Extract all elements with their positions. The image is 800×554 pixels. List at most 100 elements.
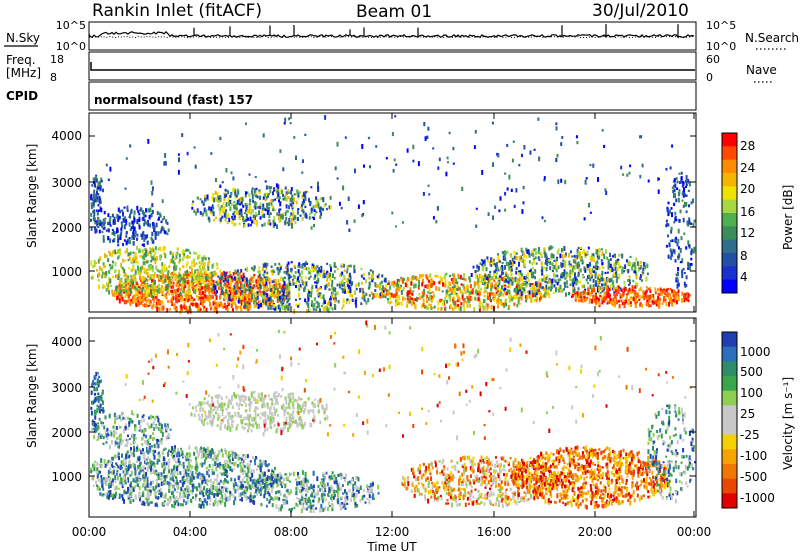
velocity-cell [168,481,171,486]
power-cell [153,254,156,258]
power-cell [634,290,637,295]
power-cell [232,272,235,276]
power-cell [477,290,480,295]
power-cell [265,265,268,271]
power-cell [219,276,222,280]
power-cell [386,297,389,301]
power-cell [530,287,532,290]
power-cell [207,275,210,279]
power-cell [438,157,441,162]
power-cell [676,187,679,190]
power-cell [469,284,472,289]
power-cell [334,297,337,302]
power-cell [625,293,628,297]
power-cell [268,302,271,306]
power-cell [451,289,453,294]
power-cell [215,306,218,310]
power-cell [252,276,255,279]
power-cell [163,287,165,291]
power-cell [176,281,178,287]
power-cell [131,220,134,225]
power-cell [220,275,223,281]
power-cell [201,256,204,262]
power-cell [262,298,265,303]
power-cell [281,288,283,291]
power-cell [125,273,128,277]
power-cell [294,221,297,225]
power-cell [178,274,181,280]
power-cell [617,285,620,289]
sky-label: N.Sky [6,31,40,45]
power-cell [188,283,191,287]
power-cell [315,199,318,203]
power-cell [665,167,668,171]
power-cell [512,261,514,266]
power-cell [219,284,222,288]
power-cell [523,259,526,264]
power-cell [226,283,229,288]
power-cell [690,248,693,252]
power-cell [588,265,591,270]
beam-label: Beam 01 [356,2,432,22]
power-cell [501,277,504,281]
power-cell [265,299,268,304]
power-cell [627,269,630,274]
power-cell [406,299,409,303]
velocity-cell [99,478,102,484]
power-cell [119,289,122,295]
power-cell [629,289,632,294]
power-cell [233,200,236,204]
power-cell [171,279,174,282]
power-cell [453,284,456,290]
power-cell [285,191,288,195]
power-cell [163,263,166,267]
power-cell [620,288,623,293]
power-cell [174,294,177,298]
power-cell [235,207,238,211]
power-cell [513,250,516,255]
power-cell [139,255,142,258]
velocity-cell [165,503,168,506]
power-cell [613,287,616,292]
power-cell [342,185,345,191]
power-cell [112,250,115,254]
power-cell [601,270,604,275]
power-cell [514,276,517,280]
power-cell [111,264,114,270]
velocity-cell [158,492,161,495]
velocity-cell [110,461,113,467]
power-cell [621,269,624,273]
power-cell [406,291,409,297]
power-cell [492,258,495,262]
power-cell [144,297,147,302]
power-cell [118,273,121,276]
power-cell [246,191,249,194]
velocity-cell [147,450,150,455]
power-cell [138,218,141,223]
power-cell [591,289,594,294]
power-cell [348,299,351,305]
power-cell [315,281,318,284]
power-cell [292,215,295,218]
power-cell [227,303,230,306]
power-cell [111,231,114,235]
power-cell [506,273,509,278]
power-cell [151,191,154,196]
power-cell [617,258,620,261]
power-cell [95,178,98,183]
power-cell [235,203,238,209]
power-cell [140,292,143,295]
power-cell [219,210,222,216]
power-cell [538,298,541,303]
power-cell [201,212,204,217]
power-cell [116,227,119,233]
power-cell [232,188,235,193]
power-cell [596,249,599,255]
power-cell [491,285,494,288]
power-cell [334,287,337,292]
power-cell [492,276,495,280]
power-cell [196,268,199,272]
power-cell [559,284,562,290]
power-cell [159,300,162,304]
power-cell [596,297,599,300]
